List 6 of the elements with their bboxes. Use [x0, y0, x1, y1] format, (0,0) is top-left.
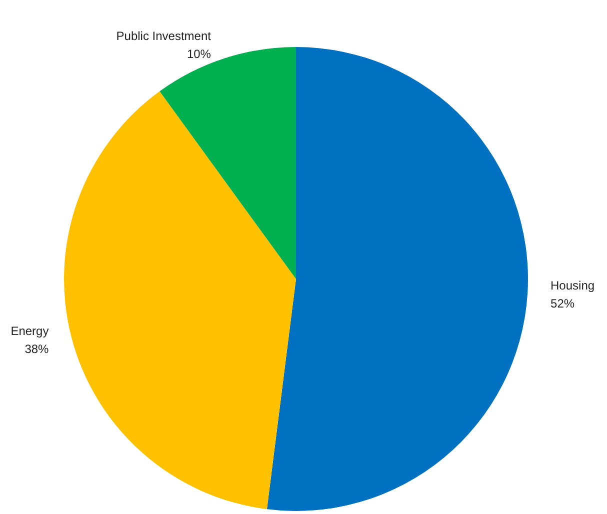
slice-label: Energy: [10, 324, 49, 338]
slice-label: Public Investment: [116, 29, 212, 44]
data-label: 10%: [186, 47, 212, 62]
slice-label: Housing: [550, 278, 595, 292]
data-label: 52%: [550, 296, 575, 310]
data-label: 38%: [24, 342, 50, 356]
